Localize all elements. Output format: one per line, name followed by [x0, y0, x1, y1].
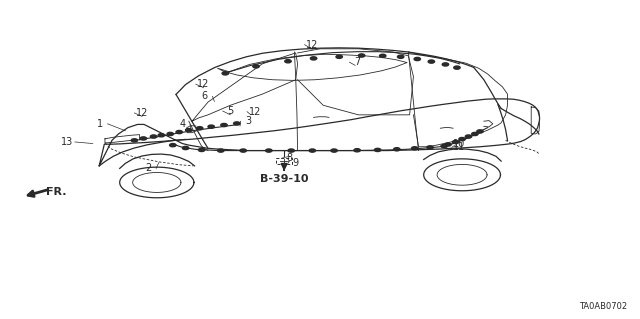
Circle shape	[374, 148, 381, 152]
Circle shape	[442, 63, 449, 66]
Circle shape	[196, 127, 203, 130]
Circle shape	[428, 60, 435, 63]
Circle shape	[445, 143, 451, 146]
Circle shape	[170, 144, 176, 147]
Circle shape	[397, 55, 404, 58]
Circle shape	[285, 60, 291, 63]
Circle shape	[253, 65, 259, 68]
Circle shape	[131, 139, 138, 142]
Circle shape	[234, 122, 240, 125]
Text: 2: 2	[145, 163, 152, 174]
Text: 13: 13	[61, 137, 74, 147]
Circle shape	[412, 147, 418, 150]
Text: 10: 10	[453, 139, 466, 149]
Circle shape	[452, 140, 459, 144]
Circle shape	[354, 149, 360, 152]
Circle shape	[454, 66, 460, 69]
Circle shape	[182, 146, 189, 150]
Circle shape	[459, 137, 465, 141]
Circle shape	[208, 125, 214, 128]
Circle shape	[380, 54, 386, 57]
Circle shape	[331, 149, 337, 152]
Text: FR.: FR.	[46, 187, 67, 197]
Text: 11: 11	[453, 142, 466, 152]
Circle shape	[240, 149, 246, 152]
Circle shape	[266, 149, 272, 152]
Circle shape	[158, 134, 164, 137]
Text: 12: 12	[248, 107, 261, 117]
Text: 9: 9	[292, 158, 299, 168]
Circle shape	[336, 55, 342, 58]
Text: 3: 3	[245, 116, 252, 126]
Circle shape	[140, 137, 147, 140]
Circle shape	[477, 130, 483, 133]
Text: 6: 6	[202, 91, 208, 101]
Circle shape	[309, 149, 316, 152]
Circle shape	[394, 148, 400, 151]
Circle shape	[472, 132, 478, 136]
Circle shape	[198, 148, 205, 152]
Text: 12: 12	[136, 108, 148, 118]
Circle shape	[310, 57, 317, 60]
Circle shape	[176, 130, 182, 134]
Circle shape	[150, 135, 157, 138]
Circle shape	[222, 72, 228, 75]
Circle shape	[358, 54, 365, 57]
Circle shape	[465, 135, 472, 138]
Text: B-39-10: B-39-10	[260, 174, 308, 184]
Text: 12: 12	[306, 40, 319, 50]
Circle shape	[441, 145, 447, 148]
Text: 4: 4	[179, 119, 186, 130]
Circle shape	[186, 129, 192, 132]
Text: 12: 12	[197, 79, 210, 89]
Circle shape	[218, 149, 224, 152]
Circle shape	[414, 57, 420, 61]
Circle shape	[427, 146, 433, 149]
Text: TA0AB0702: TA0AB0702	[579, 302, 627, 311]
Text: 7: 7	[354, 57, 360, 67]
Text: 1: 1	[97, 119, 103, 129]
Circle shape	[221, 123, 227, 127]
Circle shape	[288, 149, 294, 152]
Text: 8: 8	[286, 153, 292, 163]
Circle shape	[167, 132, 173, 136]
Text: 5: 5	[227, 106, 234, 116]
